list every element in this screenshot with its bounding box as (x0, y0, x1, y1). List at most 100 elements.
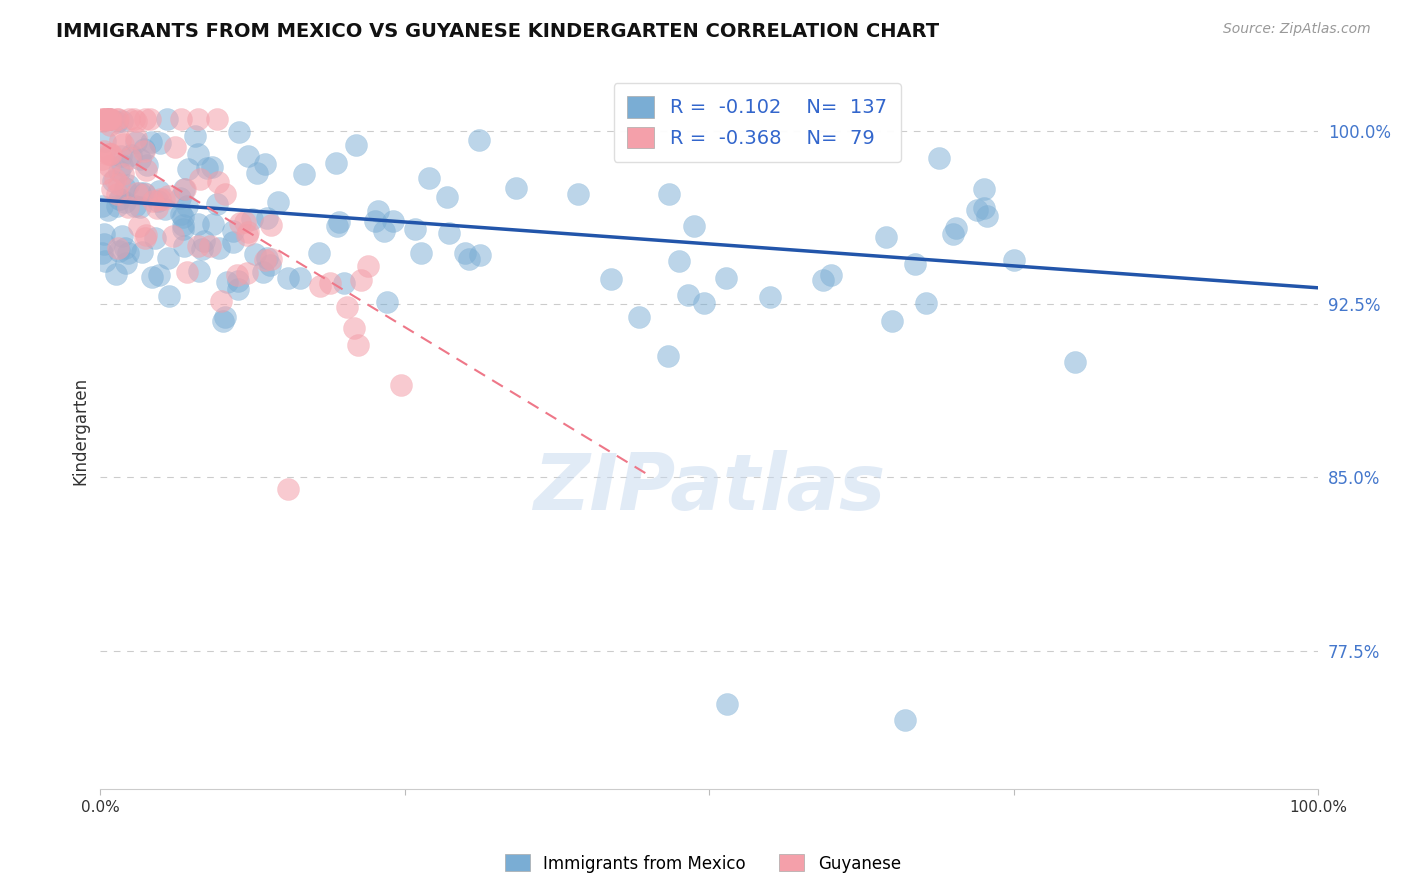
Point (1063, 355, 1085, 369)
Point (97, 112, 120, 127)
Text: Source: ZipAtlas.com: Source: ZipAtlas.com (1223, 22, 1371, 37)
Point (208, 241, 231, 255)
Point (94, 254, 117, 268)
Point (658, 186, 681, 201)
Point (308, 278, 330, 293)
Point (108, 164, 131, 178)
Point (153, 202, 176, 217)
Point (217, 275, 239, 289)
Point (134, 186, 156, 201)
Point (172, 210, 194, 224)
Point (165, 140, 187, 154)
Point (676, 288, 699, 302)
Point (111, 228, 134, 243)
Legend: R =  -0.102    N=  137, R =  -0.368    N=  79: R = -0.102 N= 137, R = -0.368 N= 79 (613, 83, 901, 162)
Point (201, 160, 224, 174)
Point (373, 224, 395, 238)
Point (149, 192, 172, 206)
Point (104, 171, 127, 186)
Point (245, 247, 267, 261)
Point (193, 234, 215, 248)
Point (233, 214, 256, 228)
Point (129, 186, 152, 201)
Point (875, 230, 897, 244)
Point (162, 228, 184, 243)
Point (90, 246, 112, 260)
Point (191, 243, 214, 257)
Point (246, 166, 269, 180)
Point (136, 158, 159, 172)
Point (418, 171, 440, 186)
Point (411, 246, 433, 260)
Point (148, 268, 170, 282)
Point (238, 225, 260, 239)
Point (114, 180, 136, 194)
Point (267, 194, 290, 209)
Point (236, 266, 259, 280)
Point (308, 245, 330, 260)
Point (454, 245, 477, 260)
Legend: Immigrants from Mexico, Guyanese: Immigrants from Mexico, Guyanese (499, 847, 907, 880)
Point (253, 252, 276, 267)
Point (292, 167, 315, 181)
Point (228, 282, 250, 296)
Point (90, 152, 112, 166)
Point (228, 125, 250, 139)
Point (915, 296, 938, 310)
Point (110, 158, 132, 172)
Point (107, 177, 129, 191)
Point (277, 482, 299, 496)
Point (187, 147, 209, 161)
Point (336, 300, 359, 314)
Point (404, 221, 426, 235)
Point (97, 160, 120, 174)
Text: ZIPatlas: ZIPatlas (533, 450, 886, 526)
Point (141, 135, 163, 149)
Point (110, 149, 132, 163)
Point (195, 161, 218, 175)
Point (176, 265, 198, 279)
Point (173, 238, 195, 252)
Point (222, 224, 245, 238)
Point (170, 207, 193, 221)
Point (97, 203, 120, 218)
Point (880, 314, 903, 328)
Point (121, 147, 143, 161)
Point (107, 244, 129, 259)
Point (468, 248, 491, 262)
Point (567, 187, 589, 202)
Point (94, 112, 117, 127)
Point (973, 201, 995, 215)
Point (364, 214, 387, 228)
Point (214, 310, 236, 325)
Point (131, 245, 153, 260)
Point (894, 713, 917, 727)
Point (657, 349, 679, 363)
Point (966, 202, 988, 217)
Point (240, 211, 263, 226)
Point (105, 199, 128, 213)
Point (169, 191, 191, 205)
Point (346, 338, 368, 352)
Point (328, 215, 350, 229)
Point (177, 162, 200, 177)
Point (91, 112, 114, 127)
Point (134, 112, 156, 127)
Point (176, 199, 198, 213)
Point (187, 264, 209, 278)
Y-axis label: Kindergarten: Kindergarten (72, 377, 89, 485)
Point (98, 147, 121, 161)
Point (107, 241, 129, 255)
Point (288, 271, 311, 285)
Point (108, 133, 131, 147)
Point (100, 146, 122, 161)
Point (94, 112, 117, 127)
Point (114, 256, 136, 270)
Text: IMMIGRANTS FROM MEXICO VS GUYANESE KINDERGARTEN CORRELATION CHART: IMMIGRANTS FROM MEXICO VS GUYANESE KINDE… (56, 22, 939, 41)
Point (343, 321, 366, 335)
Point (367, 204, 389, 219)
Point (187, 112, 209, 127)
Point (153, 192, 176, 206)
Point (820, 268, 842, 282)
Point (759, 290, 782, 304)
